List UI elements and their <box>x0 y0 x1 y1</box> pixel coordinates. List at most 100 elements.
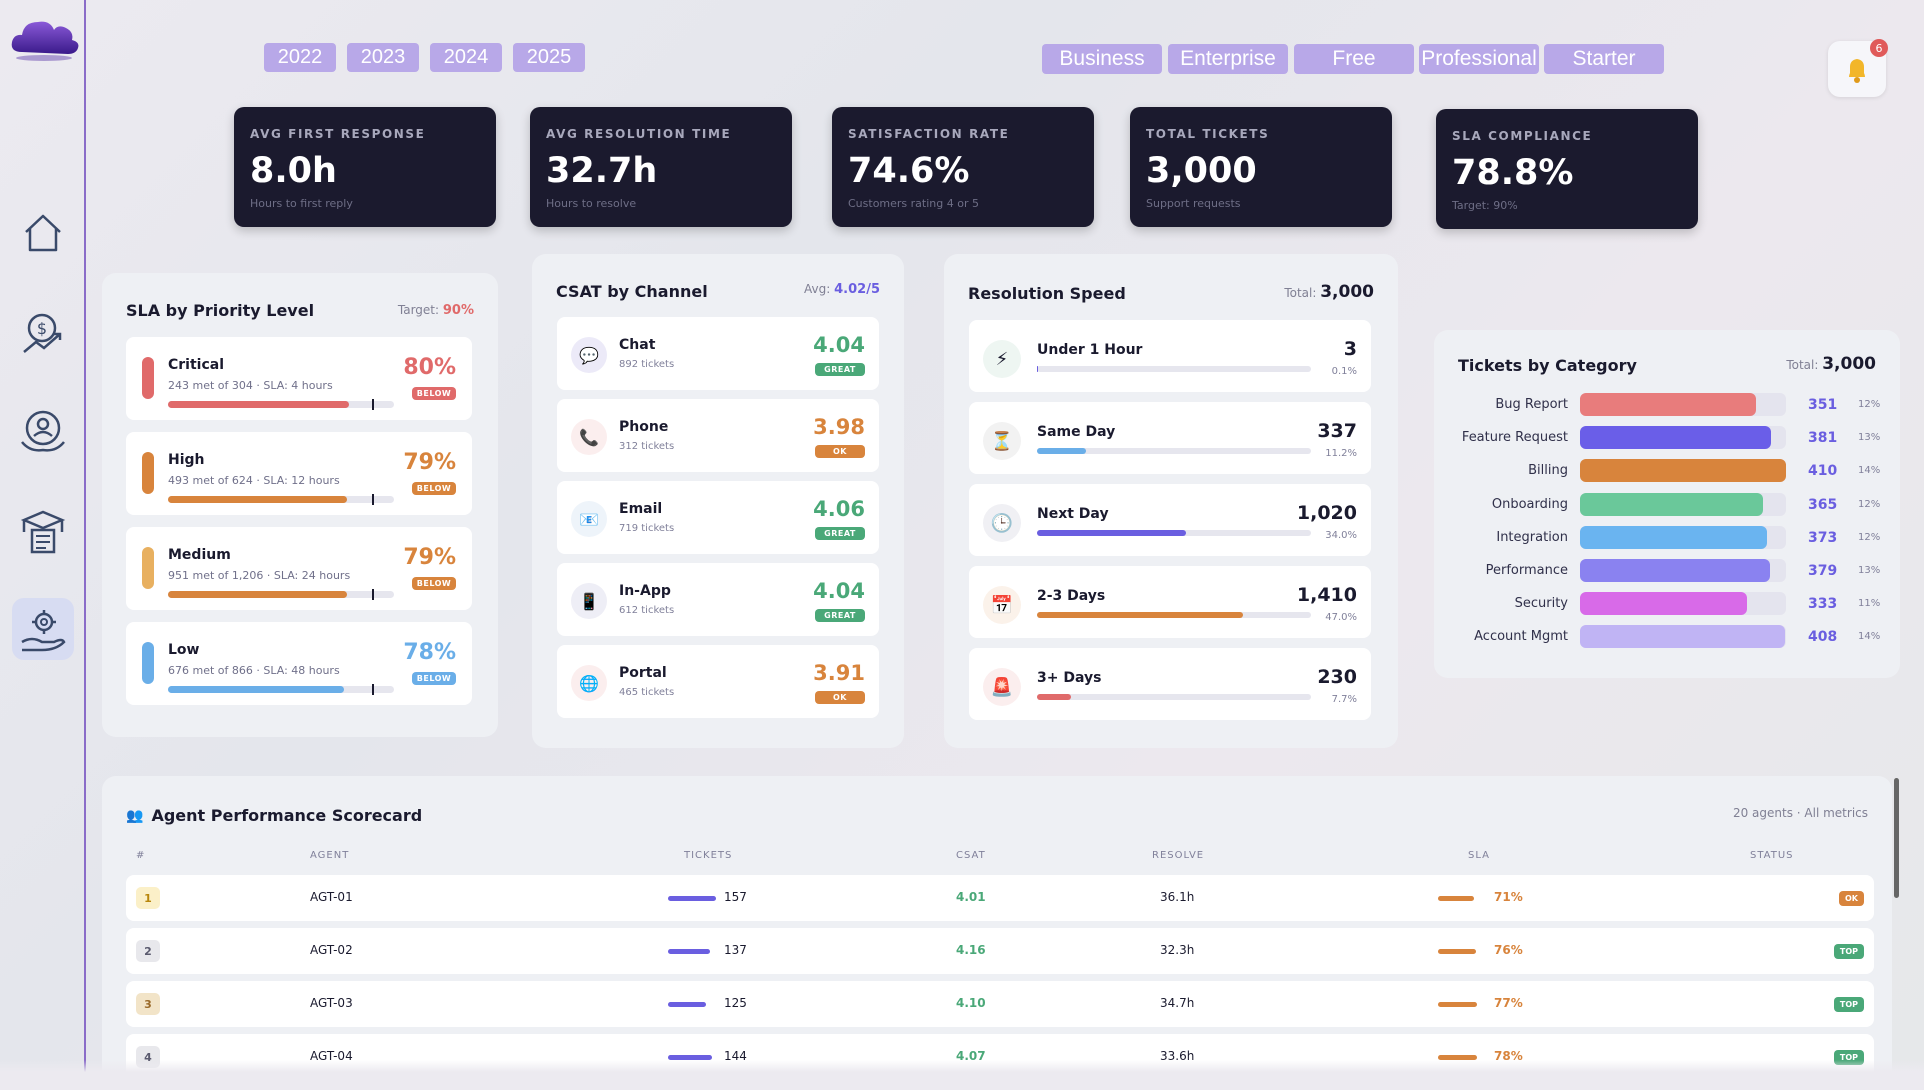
tickets-bar <box>668 1002 707 1007</box>
col-header-tickets[interactable]: TICKETS <box>684 850 733 861</box>
category-label: Billing <box>1528 463 1568 479</box>
kpi-label: SATISFACTION RATE <box>848 127 1010 141</box>
sla-progress-bar <box>168 589 394 600</box>
channel-ticket-count: 892 tickets <box>619 359 675 370</box>
category-bar[interactable] <box>1580 525 1786 549</box>
sla-progress-bar <box>168 494 394 505</box>
kpi-value: 78.8% <box>1452 153 1574 193</box>
category-bar[interactable] <box>1580 592 1786 616</box>
csat-row-email[interactable]: 📧 Email 719 tickets 4.06 GREAT <box>557 481 879 554</box>
tier-filter-professional[interactable]: Professional <box>1419 44 1539 74</box>
sla-bar <box>1438 896 1474 901</box>
resolution-bucket-icon: ⏳ <box>983 422 1021 460</box>
nav-home[interactable] <box>12 202 74 264</box>
tier-filter-starter[interactable]: Starter <box>1544 44 1664 74</box>
agent-csat: 4.07 <box>956 1049 986 1063</box>
channel-rating-badge: OK <box>815 445 865 458</box>
agent-sla: 76% <box>1494 943 1523 957</box>
tier-filter-enterprise[interactable]: Enterprise <box>1168 44 1288 74</box>
category-bar-fill <box>1580 525 1768 549</box>
category-label: Integration <box>1496 529 1568 545</box>
year-filter-2024[interactable]: 2024 <box>430 43 502 72</box>
table-row[interactable]: 3 AGT-03 125 4.10 34.7h 77% TOP <box>126 981 1874 1027</box>
notifications-button[interactable]: 6 <box>1828 39 1888 97</box>
table-row[interactable]: 2 AGT-02 137 4.16 32.3h 76% TOP <box>126 928 1874 974</box>
resolution-row[interactable]: ⚡ Under 1 Hour 3 0.1% <box>969 320 1371 392</box>
bucket-count: 3 <box>1343 338 1357 360</box>
category-count: 408 <box>1808 629 1838 646</box>
resolution-row[interactable]: 🚨 3+ Days 230 7.7% <box>969 648 1371 720</box>
kpi-satisfaction-rate: SATISFACTION RATE 74.6% Customers rating… <box>832 107 1094 227</box>
nav-inventory[interactable] <box>12 500 74 562</box>
category-bar[interactable] <box>1580 559 1786 582</box>
bucket-name: 3+ Days <box>1037 670 1102 686</box>
kpi-value: 74.6% <box>848 151 970 191</box>
sla-bar <box>1438 949 1476 954</box>
resolution-row[interactable]: ⏳ Same Day 337 11.2% <box>969 402 1371 474</box>
sla-row-high[interactable]: High 493 met of 624 · SLA: 12 hours 79% BEL… <box>126 432 472 515</box>
sla-row-medium[interactable]: Medium 951 met of 1,206 · SLA: 24 hours 79… <box>126 527 472 610</box>
category-bar[interactable] <box>1580 492 1786 516</box>
year-filter-2025[interactable]: 2025 <box>513 43 585 72</box>
sla-row-low[interactable]: Low 676 met of 866 · SLA: 48 hours 78% BELO… <box>126 622 472 705</box>
category-bar[interactable] <box>1580 459 1786 483</box>
channel-icon: 📧 <box>571 501 607 537</box>
agent-id: AGT-02 <box>310 943 353 957</box>
priority-name: High <box>168 452 205 468</box>
csat-row-in-app[interactable]: 📱 In-App 612 tickets 4.04 GREAT <box>557 563 879 636</box>
col-header-csat[interactable]: CSAT <box>956 850 986 861</box>
category-label: Onboarding <box>1491 496 1568 512</box>
col-header-agent[interactable]: AGENT <box>310 850 350 861</box>
agent-scorecard-header: 👥 Agent Performance Scorecard <box>126 806 422 825</box>
tier-filter-free[interactable]: Free <box>1294 44 1414 74</box>
agent-resolve-time: 34.7h <box>1160 996 1195 1010</box>
sla-progress-bar <box>168 684 394 695</box>
table-row[interactable]: 1 AGT-01 157 4.01 36.1h 71% OK <box>126 875 1874 921</box>
csat-avg: Avg: 4.02/5 <box>804 282 880 297</box>
col-header-sla[interactable]: SLA <box>1468 850 1490 861</box>
col-header-resolve[interactable]: RESOLVE <box>1152 850 1205 861</box>
category-bar[interactable] <box>1580 625 1786 649</box>
csat-row-chat[interactable]: 💬 Chat 892 tickets 4.04 GREAT <box>557 317 879 390</box>
priority-detail: 243 met of 304 · SLA: 4 hours <box>168 379 333 392</box>
category-count: 365 <box>1808 496 1838 513</box>
bucket-name: Same Day <box>1037 424 1116 440</box>
priority-accent <box>142 642 154 684</box>
kpi-sub: Target: 90% <box>1452 199 1518 212</box>
resolution-total: Total: 3,000 <box>1284 282 1374 302</box>
nav-revenue[interactable]: $ <box>12 302 74 364</box>
scrollbar-thumb[interactable] <box>1894 778 1899 898</box>
tier-filter-business[interactable]: Business <box>1042 44 1162 74</box>
nav-settings[interactable] <box>12 598 74 660</box>
year-filter-2022[interactable]: 2022 <box>264 43 336 72</box>
category-bar[interactable] <box>1580 393 1786 416</box>
kpi-label: AVG RESOLUTION TIME <box>546 127 732 141</box>
cloud-logo-icon[interactable] <box>8 8 80 66</box>
resolution-row[interactable]: 🕒 Next Day 1,020 34.0% <box>969 484 1371 556</box>
nav-customers[interactable] <box>12 400 74 462</box>
bucket-percent: 47.0% <box>1325 612 1357 623</box>
kpi-value: 8.0h <box>250 151 337 191</box>
sla-row-critical[interactable]: Critical 243 met of 304 · SLA: 4 hours 80%… <box>126 337 472 420</box>
year-filter-2023[interactable]: 2023 <box>347 43 419 72</box>
customer-support-icon <box>21 410 65 452</box>
agent-count: 20 agents · All metrics <box>1732 806 1868 820</box>
col-header-status[interactable]: STATUS <box>1750 850 1794 861</box>
csat-row-phone[interactable]: 📞 Phone 312 tickets 3.98 OK <box>557 399 879 472</box>
resolution-row[interactable]: 📅 2-3 Days 1,410 47.0% <box>969 566 1371 638</box>
category-label: Feature Request <box>1461 430 1568 446</box>
sla-percent: 79% <box>403 545 456 570</box>
agent-status-badge: TOP <box>1833 944 1864 959</box>
category-label: Account Mgmt <box>1474 629 1568 645</box>
channel-ticket-count: 719 tickets <box>619 523 675 534</box>
bucket-name: Next Day <box>1037 506 1109 522</box>
channel-ticket-count: 465 tickets <box>619 687 675 698</box>
csat-row-portal[interactable]: 🌐 Portal 465 tickets 3.91 OK <box>557 645 879 718</box>
category-bar-fill <box>1580 559 1771 582</box>
category-label: Security <box>1514 596 1568 612</box>
priority-detail: 951 met of 1,206 · SLA: 24 hours <box>168 569 351 582</box>
category-bar[interactable] <box>1580 426 1786 450</box>
sla-status-badge: BELOW <box>412 482 456 495</box>
category-count: 333 <box>1808 596 1838 613</box>
svg-text:$: $ <box>37 319 47 338</box>
